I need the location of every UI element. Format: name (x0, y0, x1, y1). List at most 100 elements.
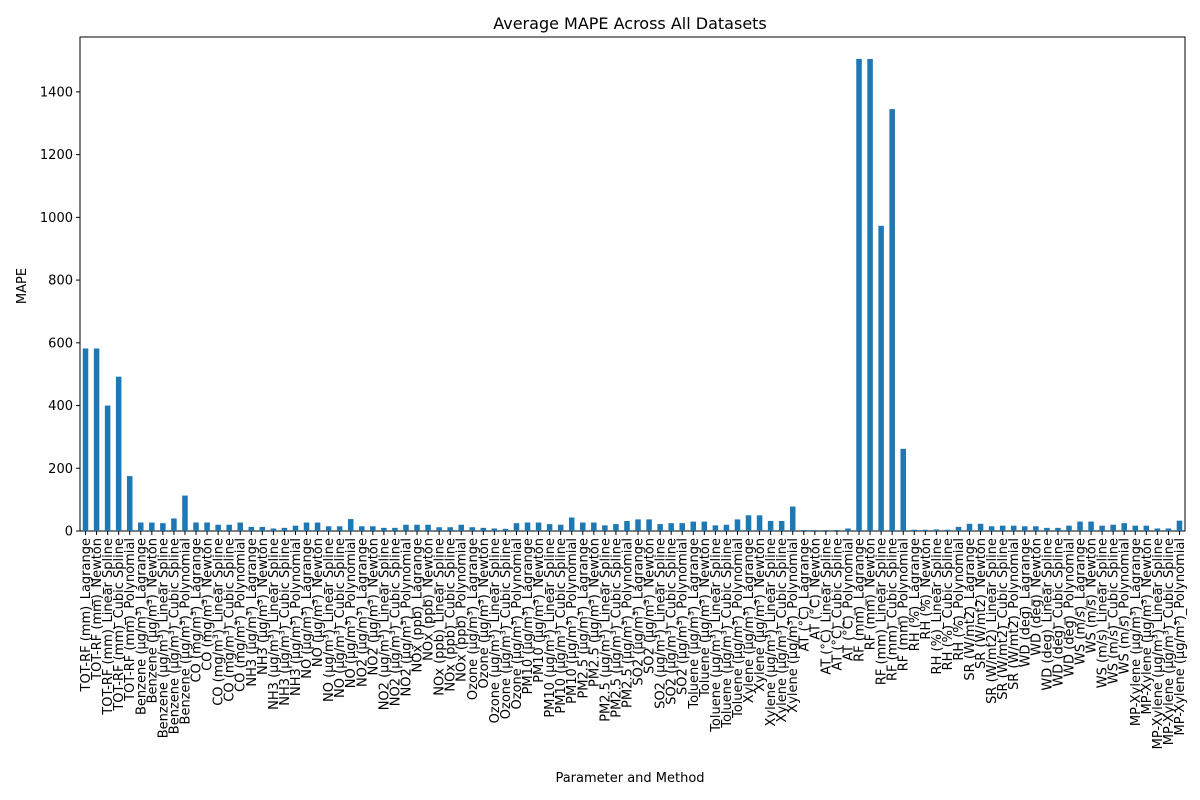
x-tick-label: Xylene (µg/m³)_Newton (753, 538, 768, 692)
x-tick-label: SR (W/mt2)_Lagrange (963, 538, 978, 681)
bar (723, 524, 730, 531)
bar (613, 524, 619, 531)
bar (878, 225, 884, 531)
x-tick-label: NO (µg/m³)_Linear Spline (322, 538, 337, 702)
bar (756, 515, 763, 531)
bar (281, 527, 288, 531)
x-tick-label: WS (m/s)_Polynomial (1118, 538, 1133, 674)
x-tick-label: WD (deg)_Lagrange (1018, 538, 1033, 667)
y-axis: 0 200 400 600 800 1000 1200 1400 (40, 85, 80, 540)
bar (1077, 521, 1083, 531)
bar (712, 525, 719, 531)
x-tick-label: SR (W/mt2)_Cubic Spline (996, 538, 1011, 700)
bar (778, 520, 785, 531)
x-tick-label: WD (deg)_Cubic Spline (1051, 538, 1066, 687)
bar (602, 525, 608, 531)
x-tick-label: Benzene (µg/m³)_Cubic Spline (167, 538, 182, 734)
bar (845, 528, 851, 531)
bar (734, 519, 741, 531)
bar (104, 405, 111, 531)
x-tick-label: AT (°C)_Polynomial (841, 538, 856, 661)
bar (1044, 527, 1050, 531)
bar (458, 524, 464, 531)
x-tick-label: AT (°C)_Cubic Spline (830, 538, 845, 671)
x-tick-label: Benzene (µg/m³)_Polynomial (178, 538, 193, 724)
x-tick-label: RH (%)_Newton (919, 538, 934, 640)
x-tick-label: NO (µg/m³)_Polynomial (344, 538, 359, 688)
x-tick-label: SO2 (µg/m³)_Polynomial (676, 538, 691, 695)
x-tick-label: PM10 (µg/m³)_Polynomial (565, 538, 580, 704)
x-tick-label: PM2.5 (µg/m³)_Polynomial (620, 538, 635, 708)
bar (546, 524, 553, 531)
bar (1132, 525, 1139, 531)
x-tick-label: SR (W/mt2)_Newton (974, 538, 989, 669)
x-tick-label: SO2 (µg/m³)_Linear Spline (654, 538, 669, 709)
x-tick-label: WS (m/s)_Lagrange (1074, 538, 1089, 665)
x-tick-label: AT (°C)_Lagrange (797, 538, 812, 651)
x-tick-label: Xylene (µg/m³)_Linear Spline (764, 538, 779, 727)
bar (259, 526, 266, 531)
x-tick-label: WS (m/s)_Newton (1085, 538, 1100, 653)
bar (955, 526, 962, 531)
x-tick-label: NOx (ppb)_Lagrange (411, 538, 426, 672)
x-tick-label: WD (deg)_Linear Spline (1040, 538, 1055, 691)
bar (933, 529, 940, 531)
bar (580, 522, 586, 531)
chart-title: Average MAPE Across All Datasets (493, 14, 767, 33)
x-tick-label: WS (m/s)_Linear Spline (1096, 538, 1111, 688)
x-tick-label: RF (mm)_Linear Spline (875, 538, 890, 685)
bar (812, 530, 818, 531)
x-tick-label: RF (mm)_Newton (864, 538, 879, 650)
plot-area (79, 36, 1186, 532)
y-tick-label: 600 (48, 336, 73, 351)
bar (977, 523, 984, 531)
bar (568, 517, 575, 531)
x-tick-label: WD (deg)_Newton (1029, 538, 1044, 656)
bar (425, 524, 431, 531)
x-tick-label: CO (mg/m³)_Polynomial (234, 538, 249, 692)
x-tick-label: CO (mg/m³)_Cubic Spline (223, 538, 238, 702)
x-tick-label: Toluene (µg/m³)_Cubic Spline (720, 538, 735, 729)
bar (248, 526, 255, 531)
x-tick-label: Toluene (µg/m³)_Linear Spline (709, 538, 724, 733)
bar (359, 526, 365, 531)
x-tick-label: NOx (ppb)_Cubic Spline (444, 538, 459, 692)
x-tick-label: NO (µg/m³)_Newton (311, 538, 326, 667)
x-tick-label: RH (%)_Lagrange (908, 538, 923, 651)
x-tick-label: WS (m/s)_Cubic Spline (1107, 538, 1122, 684)
x-tick-label: Ozone (µg/m³)_Lagrange (466, 538, 481, 700)
bar (524, 522, 531, 531)
x-tick-label: PM2.5 (µg/m³)_Cubic Spline (609, 538, 624, 718)
x-tick-label: TOT-RF (mm)_Linear Spline (101, 538, 116, 716)
bar (624, 520, 630, 531)
x-tick-label: Benzene (µg/m³)_Lagrange (134, 538, 149, 715)
plot-frame (79, 36, 1186, 532)
bar (138, 522, 144, 531)
x-tick-label: RH (%)_Linear Spline (930, 538, 945, 674)
x-tick-label: NO (µg/m³)_Cubic Spline (333, 538, 348, 698)
x-tick-label: PM10 (µg/m³)_Cubic Spline (554, 538, 569, 714)
bar (966, 523, 973, 531)
bar (679, 523, 685, 531)
x-tick-label: TOT-RF (mm)_Cubic Spline (112, 538, 127, 712)
bar (635, 519, 641, 531)
x-tick-label: RH (%)_Cubic Spline (941, 538, 956, 670)
x-axis-label: Parameter and Method (555, 771, 704, 786)
x-tick-label: Benzene (µg/m³)_Newton (145, 538, 160, 703)
x-tick-label: Toluene (µg/m³)_Newton (698, 538, 713, 698)
x-tick-label: RF (mm)_Cubic Spline (886, 538, 901, 681)
bar (447, 527, 453, 531)
bar (745, 515, 752, 531)
x-tick-label: Xylene (µg/m³)_Lagrange (742, 538, 757, 703)
y-tick-label: 200 (48, 462, 73, 477)
bar (336, 526, 343, 531)
y-axis-label: MAPE (15, 268, 30, 304)
x-tick-label: NOx (ppb)_Polynomial (455, 538, 470, 682)
bar (591, 522, 597, 531)
x-tick-label: MP-Xylene (µg/m³)_Polynomial (1173, 538, 1188, 736)
x-tick-label: PM2.5 (µg/m³)_Linear Spline (598, 538, 613, 722)
bar (381, 527, 387, 531)
x-tick-label: NO2 (µg/m³)_Newton (366, 538, 381, 675)
bar (502, 528, 509, 531)
y-tick-label: 1200 (40, 148, 73, 163)
